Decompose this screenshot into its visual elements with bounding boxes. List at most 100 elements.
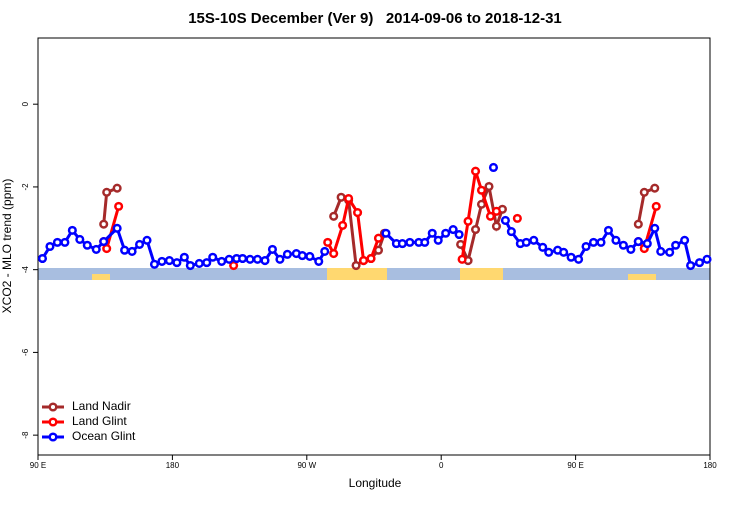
data-point <box>603 225 614 235</box>
data-point <box>405 237 415 247</box>
data-point <box>267 244 278 254</box>
data-point <box>538 242 548 252</box>
data-point <box>491 206 502 216</box>
data-point <box>618 240 628 250</box>
data-point <box>102 244 112 254</box>
data-point <box>485 211 496 221</box>
data-point <box>305 251 315 261</box>
data-point <box>172 258 182 268</box>
data-point <box>323 237 333 247</box>
data-point <box>75 234 85 245</box>
data-point <box>476 199 487 209</box>
data-point <box>488 162 499 173</box>
data-point <box>512 213 522 223</box>
data-point <box>529 235 539 245</box>
data-point <box>120 245 130 255</box>
x-tick-label: 0 <box>439 461 444 470</box>
x-tick-label: 180 <box>166 461 180 470</box>
y-tick-label: -6 <box>21 348 30 356</box>
data-point <box>260 256 270 266</box>
data-point <box>581 241 591 252</box>
data-point <box>686 260 696 271</box>
data-point <box>112 223 122 233</box>
y-tick-label: -4 <box>21 266 30 274</box>
data-point <box>441 228 451 238</box>
chart-title: 15S-10S December (Ver 9) 2014-09-06 to 2… <box>188 10 562 27</box>
data-point <box>112 183 122 193</box>
data-point <box>297 251 307 261</box>
land-strip <box>327 268 387 280</box>
legend-swatch-point <box>48 402 58 412</box>
data-point <box>82 240 92 250</box>
data-point <box>114 201 124 211</box>
data-point <box>99 219 109 229</box>
y-tick-label: 0 <box>21 101 30 106</box>
data-point <box>694 258 705 268</box>
data-point <box>358 256 369 266</box>
land-strip <box>92 274 110 280</box>
y-axis-label: XCO2 - MLO trend (ppm) <box>0 179 14 314</box>
data-point <box>650 183 660 193</box>
data-point <box>702 254 712 264</box>
data-point <box>194 258 204 269</box>
data-point <box>185 260 195 271</box>
data-point <box>99 236 109 247</box>
data-point <box>238 253 248 264</box>
data-point <box>37 253 48 264</box>
data-point <box>353 208 363 218</box>
data-point <box>574 254 584 264</box>
data-point <box>559 247 569 257</box>
data-point <box>470 166 481 176</box>
legend-swatch-point <box>48 417 58 427</box>
data-point <box>470 224 481 235</box>
land-strip <box>628 274 656 280</box>
land-strip <box>460 268 503 280</box>
y-tick-label: -2 <box>21 183 30 191</box>
data-point <box>454 229 464 240</box>
data-point <box>373 233 384 243</box>
data-point <box>500 215 510 225</box>
plot-frame <box>37 37 711 456</box>
data-point <box>338 220 348 230</box>
data-point <box>427 228 437 238</box>
data-point <box>157 256 167 266</box>
data-point <box>544 247 554 257</box>
data-point <box>366 253 376 264</box>
data-point <box>626 244 636 254</box>
data-point <box>351 260 361 271</box>
data-point <box>67 225 77 235</box>
data-point <box>420 237 430 247</box>
data-point <box>506 227 516 237</box>
legend-label: Land Nadir <box>72 399 131 413</box>
data-point <box>282 249 292 259</box>
data-point <box>639 187 649 197</box>
data-point <box>656 246 666 257</box>
data-point <box>179 252 189 262</box>
data-point <box>329 211 339 221</box>
data-point <box>142 235 152 245</box>
data-point <box>650 223 660 233</box>
data-point <box>484 181 494 192</box>
data-point <box>202 258 212 268</box>
data-point <box>596 237 606 247</box>
data-point <box>344 193 354 204</box>
data-point <box>642 239 652 249</box>
data-point <box>252 254 263 264</box>
x-tick-label: 180 <box>703 461 717 470</box>
land-sea-strip <box>38 268 710 280</box>
data-point <box>491 221 502 231</box>
data-point <box>91 244 101 254</box>
data-point <box>381 228 391 238</box>
data-point <box>588 237 599 247</box>
data-point <box>314 256 324 266</box>
data-point <box>336 192 346 202</box>
legend-label: Land Glint <box>72 414 127 428</box>
data-point <box>680 235 690 245</box>
data-point <box>149 259 160 269</box>
data-point <box>329 248 339 259</box>
data-point <box>217 256 227 266</box>
data-point <box>229 260 239 271</box>
data-point <box>671 240 681 250</box>
